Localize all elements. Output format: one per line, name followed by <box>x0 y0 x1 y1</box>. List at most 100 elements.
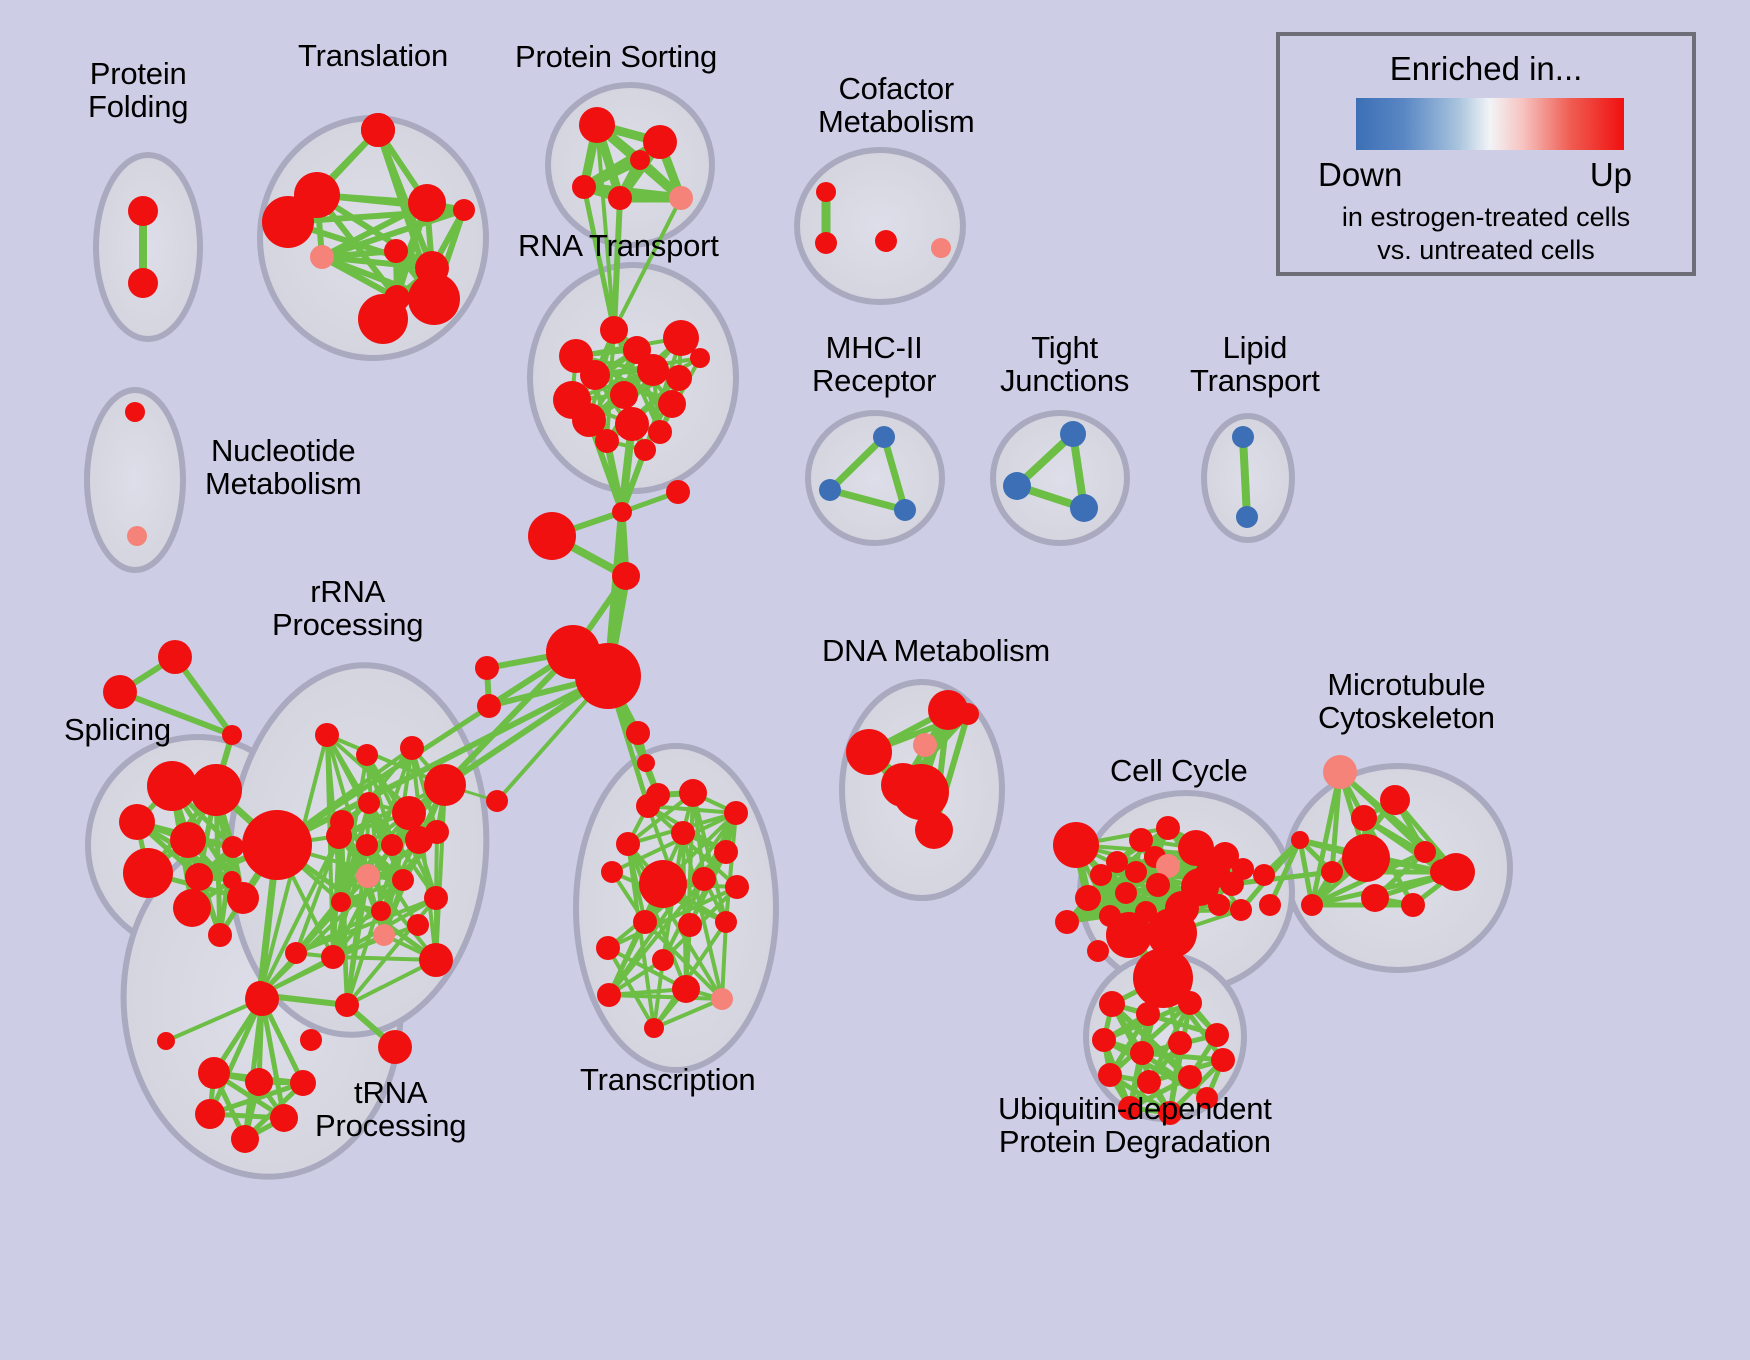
network-node <box>378 1030 412 1064</box>
cluster-label-mhc-ii-receptor: MHC-II Receptor <box>812 330 937 398</box>
cluster-label-ubiquitin-protein-degradation: Ubiquitin-dependent Protein Degradation <box>998 1091 1272 1159</box>
network-node <box>1137 1070 1161 1094</box>
network-node <box>690 348 710 368</box>
cluster-label-tight-junctions: Tight Junctions <box>1000 330 1130 398</box>
network-node <box>873 426 895 448</box>
network-node <box>610 381 638 409</box>
network-node <box>678 913 702 937</box>
network-node <box>1133 948 1193 1008</box>
network-node <box>198 1057 230 1089</box>
network-node <box>285 942 307 964</box>
network-node <box>190 764 242 816</box>
network-node <box>1147 908 1197 958</box>
cluster-label-protein-folding: Protein Folding <box>88 56 189 124</box>
network-node <box>381 834 403 856</box>
network-node <box>1075 885 1101 911</box>
network-node <box>1156 816 1180 840</box>
network-node <box>419 943 453 977</box>
network-node <box>173 889 211 927</box>
network-node <box>1146 873 1170 897</box>
network-node <box>1129 828 1153 852</box>
network-node <box>724 801 748 825</box>
network-node <box>1401 893 1425 917</box>
network-node <box>1230 899 1252 921</box>
network-node <box>572 175 596 199</box>
cluster-label-nucleotide-metabolism: Nucleotide Metabolism <box>205 433 362 501</box>
network-node <box>125 402 145 422</box>
network-node <box>714 840 738 864</box>
network-node <box>636 794 660 818</box>
hull-nucleotide <box>84 387 186 573</box>
network-node <box>626 721 650 745</box>
legend-subtitle-line2: vs. untreated cells <box>1377 235 1595 265</box>
network-node <box>195 1099 225 1129</box>
network-nodes <box>103 107 1475 1153</box>
network-node <box>486 790 508 812</box>
network-node <box>658 390 686 418</box>
network-node <box>231 1125 259 1153</box>
network-node <box>819 479 841 501</box>
network-node <box>310 245 334 269</box>
network-node <box>1178 991 1202 1015</box>
network-node <box>123 848 173 898</box>
network-node <box>356 834 378 856</box>
network-node <box>384 239 408 263</box>
legend-up-label: Up <box>1589 156 1632 193</box>
network-node <box>608 186 632 210</box>
network-node <box>424 764 466 806</box>
network-node <box>1211 1048 1235 1072</box>
network-node <box>1323 755 1357 789</box>
network-node <box>1301 894 1323 916</box>
network-node <box>1414 841 1436 863</box>
network-node <box>615 407 649 441</box>
network-node <box>1321 861 1343 883</box>
network-node <box>931 238 951 258</box>
network-node <box>637 354 669 386</box>
network-node <box>424 886 448 910</box>
network-node <box>1361 884 1389 912</box>
network-node <box>648 420 672 444</box>
network-node <box>407 914 429 936</box>
network-node <box>846 729 892 775</box>
network-node <box>400 736 424 760</box>
network-node <box>666 480 690 504</box>
network-node <box>128 268 158 298</box>
network-node <box>630 150 650 170</box>
network-node <box>245 982 279 1016</box>
network-node <box>103 675 137 709</box>
network-node <box>331 892 351 912</box>
network-node <box>1090 864 1112 886</box>
network-node <box>361 113 395 147</box>
network-node <box>597 983 621 1007</box>
network-node <box>715 911 737 933</box>
network-node <box>725 875 749 899</box>
network-node <box>127 526 147 546</box>
network-node <box>633 910 657 934</box>
network-node <box>392 869 414 891</box>
network-node <box>692 867 716 891</box>
network-node <box>1053 822 1099 868</box>
network-node <box>957 703 979 725</box>
network-node <box>1003 472 1031 500</box>
cluster-label-microtubule-cytoskeleton: Microtubule Cytoskeleton <box>1318 667 1495 735</box>
network-node <box>1253 864 1275 886</box>
network-node <box>1437 853 1475 891</box>
network-node <box>1342 834 1390 882</box>
network-node <box>1130 1041 1154 1065</box>
network-node <box>227 882 259 914</box>
network-node <box>913 733 937 757</box>
network-node <box>315 723 339 747</box>
network-node <box>242 810 312 880</box>
network-node <box>1196 1087 1218 1109</box>
network-node <box>222 836 244 858</box>
network-node <box>408 184 446 222</box>
network-node <box>1099 991 1125 1017</box>
network-node <box>147 761 197 811</box>
network-node <box>528 512 576 560</box>
network-node <box>1118 1096 1142 1120</box>
network-node <box>1259 894 1281 916</box>
network-node <box>208 923 232 947</box>
hull-cofactor <box>794 147 966 305</box>
network-node <box>1158 1101 1182 1125</box>
